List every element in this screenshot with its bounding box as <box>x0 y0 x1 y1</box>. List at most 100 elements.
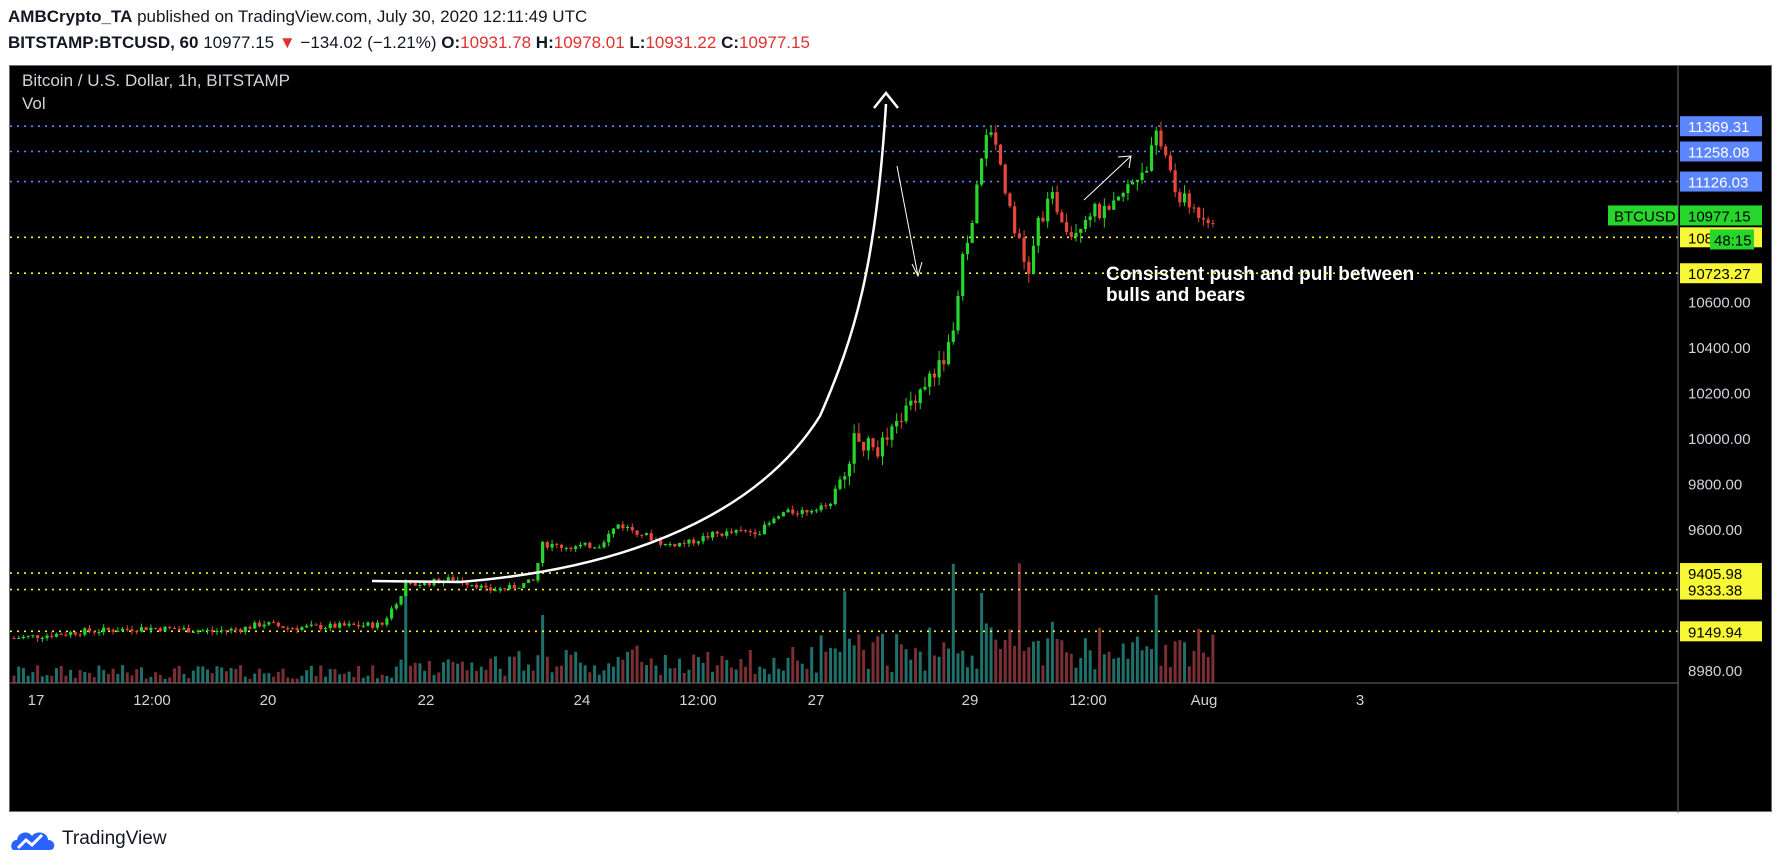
tradingview-footer[interactable]: TradingView <box>10 826 167 852</box>
pullback-arrow-line <box>896 165 919 277</box>
candle-body <box>583 542 587 545</box>
volume-bar <box>333 669 337 683</box>
volume-bar <box>21 668 25 683</box>
price-tick-label: 10000.00 <box>1688 431 1751 448</box>
candle-body <box>786 509 790 513</box>
volume-bar <box>45 675 49 683</box>
chart-area[interactable]: 11369.3111258.0811126.0310881.1510723.27… <box>9 65 1773 813</box>
author-name[interactable]: AMBCrypto_TA <box>8 7 133 26</box>
volume-bar <box>899 644 903 683</box>
volume-bar <box>121 665 125 683</box>
volume-bar <box>640 661 644 683</box>
volume-bar <box>602 670 606 683</box>
candle-body <box>305 625 309 628</box>
price-chart[interactable]: 11369.3111258.0811126.0310881.1510723.27… <box>10 66 1773 813</box>
candle-body <box>83 628 87 635</box>
candle-body <box>607 533 611 543</box>
volume-bar <box>1088 650 1092 683</box>
volume-bar <box>994 639 998 683</box>
volume-bar <box>163 678 167 683</box>
candle-body <box>102 627 106 633</box>
candle-body <box>390 608 394 619</box>
candle-body <box>394 604 398 609</box>
volume-bar <box>583 665 587 683</box>
candle-body <box>800 509 804 515</box>
footer-brand[interactable]: TradingView <box>62 828 167 849</box>
volume-bar <box>267 673 271 683</box>
volume-bar <box>50 675 54 683</box>
candle-body <box>838 479 842 489</box>
close-value: 10977.15 <box>739 33 810 52</box>
countdown-value: 48:15 <box>1714 232 1752 249</box>
candle-body <box>866 438 870 451</box>
candle-body <box>644 533 649 535</box>
candle-body <box>994 132 998 145</box>
candle-body <box>1135 179 1139 182</box>
volume-bar <box>607 663 611 683</box>
candle-body <box>253 622 257 629</box>
volume-bar <box>229 668 233 683</box>
volume-bar <box>300 675 304 683</box>
volume-bar <box>177 665 181 683</box>
level-label: 11258.08 <box>1688 145 1749 162</box>
price-tag-value: 10977.15 <box>1688 208 1751 225</box>
candle-body <box>333 623 337 628</box>
volume-bar <box>626 651 630 683</box>
candle-body <box>272 622 276 624</box>
volume-bar <box>26 675 30 683</box>
candle-body <box>399 596 403 605</box>
pullback-arrowhead <box>911 261 923 278</box>
volume-bar <box>550 672 554 683</box>
volume-bar <box>729 667 733 683</box>
volume-bar <box>555 666 559 683</box>
time-tick-label: 12:00 <box>679 692 717 709</box>
candle-body <box>508 585 512 590</box>
volume-bar <box>385 675 389 683</box>
candle-body <box>984 135 988 159</box>
volume-bar <box>1069 653 1073 683</box>
candle-body <box>238 629 243 632</box>
volume-bar <box>1003 639 1007 683</box>
candle-body <box>965 242 970 255</box>
volume-bar <box>106 673 110 683</box>
publish-info: AMBCrypto_TA published on TradingView.co… <box>8 7 587 27</box>
volume-bar <box>1055 639 1059 683</box>
volume-bar <box>102 670 106 683</box>
candle-body <box>659 540 663 545</box>
volume-label: Vol <box>22 94 46 113</box>
candle-body <box>1173 170 1177 193</box>
candle-body <box>559 544 564 548</box>
volume-bar <box>319 665 323 683</box>
candle-body <box>1187 193 1191 208</box>
volume-bars <box>12 563 1215 683</box>
candle-body <box>588 542 592 548</box>
candle-body <box>630 526 634 531</box>
volume-bar <box>762 668 766 683</box>
volume-bar <box>909 659 913 683</box>
candle-body <box>696 541 700 544</box>
volume-bar <box>744 666 748 683</box>
candle-body <box>451 577 455 581</box>
price-tick-label: 9600.00 <box>1688 522 1742 539</box>
volume-bar <box>498 668 502 683</box>
volume-bar <box>1046 638 1050 683</box>
volume-bar <box>206 669 210 683</box>
candle-body <box>720 533 724 536</box>
volume-bar <box>328 669 332 683</box>
volume-bar <box>1098 627 1102 683</box>
volume-bar <box>239 665 243 683</box>
volume-bar <box>578 662 582 683</box>
candle-body <box>810 510 814 513</box>
candle-body <box>522 582 526 588</box>
candle-body <box>59 633 63 635</box>
candle-body <box>106 627 110 630</box>
volume-bar <box>970 655 974 683</box>
candle-body <box>267 622 271 625</box>
candle-body <box>980 158 984 185</box>
candle-body <box>92 631 96 633</box>
candle-body <box>347 623 351 626</box>
volume-bar <box>503 675 507 683</box>
level-label: 9333.38 <box>1688 583 1742 600</box>
volume-bar <box>17 666 21 683</box>
candle-body <box>1149 145 1154 171</box>
